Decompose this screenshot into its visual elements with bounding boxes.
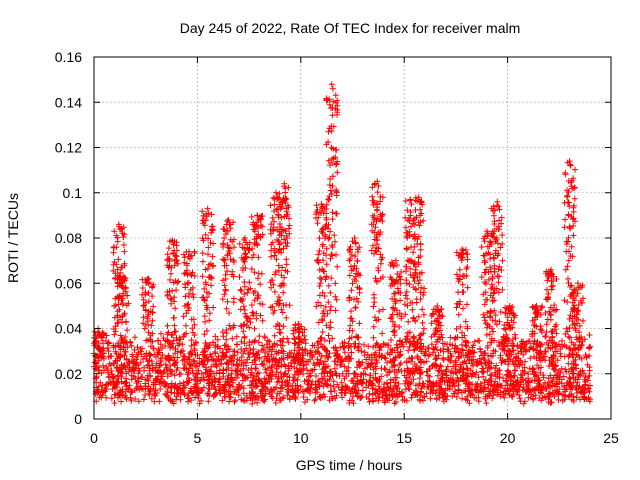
y-tick-label: 0.02: [55, 366, 82, 382]
grid-lines: [94, 57, 611, 419]
y-tick-label: 0.16: [55, 49, 82, 65]
y-tick-label: 0.06: [55, 275, 82, 291]
x-tick-label: 25: [603, 430, 619, 446]
y-tick-label: 0.04: [55, 321, 82, 337]
x-tick-label: 20: [500, 430, 516, 446]
data-points: [91, 81, 594, 407]
roti-scatter-points: [91, 81, 594, 407]
chart-title: Day 245 of 2022, Rate Of TEC Index for r…: [180, 20, 521, 36]
x-axis-label: GPS time / hours: [296, 457, 403, 473]
x-tick-label: 10: [293, 430, 309, 446]
y-tick-label: 0.08: [55, 230, 82, 246]
y-tick-label: 0.1: [63, 185, 83, 201]
x-tick-label: 15: [396, 430, 412, 446]
y-tick-label: 0.12: [55, 140, 82, 156]
y-tick-label: 0: [74, 411, 82, 427]
x-tick-label: 0: [90, 430, 98, 446]
tick-labels: 0 5 10 15 20 25 0 0.02 0.04 0.06 0.08 0.1 0.12 0.14 0.…: [55, 49, 619, 446]
y-axis-label: ROTI / TECUs: [5, 193, 21, 283]
y-tick-label: 0.14: [55, 94, 82, 110]
x-tick-label: 5: [194, 430, 202, 446]
axis-ticks: [93, 56, 612, 420]
